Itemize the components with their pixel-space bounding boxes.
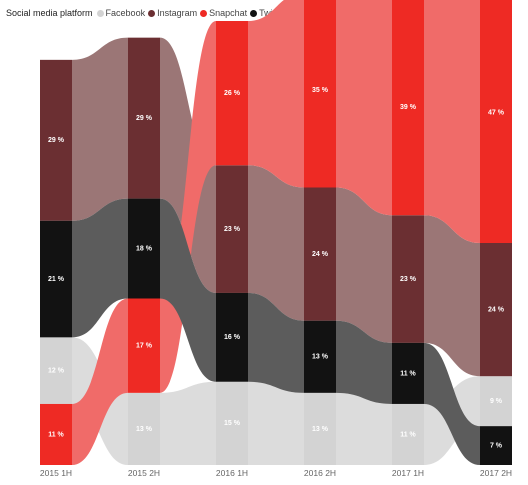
value-label-snapchat-2016-1h: 26 % [224,90,241,97]
value-label-facebook-2017-2h: 9 % [490,398,503,405]
value-label-instagram-2017-2h: 24 % [488,306,505,313]
bar-facebook-2015-1h[interactable] [40,337,72,404]
bar-twitter-2017-2h[interactable] [480,426,512,465]
legend-label-facebook: Facebook [105,8,146,18]
bar-facebook-2017-1h[interactable] [392,403,424,465]
ribbon-instagram-2016-2h-to-2017-1h[interactable] [336,187,392,343]
x-tick-2017-2h: 2017 2H [480,468,512,478]
bar-instagram-2017-1h[interactable] [392,215,424,343]
ribbon-facebook-2016-2h-to-2017-1h[interactable] [336,392,392,465]
value-label-snapchat-2016-2h: 35 % [312,87,329,94]
bar-twitter-2015-2h[interactable] [128,198,160,299]
ribbon-twitter-2017-1h-to-2017-2h[interactable] [424,342,480,465]
value-label-snapchat-2017-1h: 39 % [400,104,417,111]
ribbon-twitter-2015-1h-to-2015-2h[interactable] [72,198,128,338]
bar-facebook-2016-1h[interactable] [216,381,248,465]
legend-swatch-facebook [96,9,104,17]
x-tick-2015-1h: 2015 1H [40,468,72,478]
bar-snapchat-2017-2h[interactable] [480,0,512,244]
bar-twitter-2016-2h[interactable] [304,320,336,393]
bar-twitter-2015-1h[interactable] [40,220,72,338]
bar-instagram-2015-1h[interactable] [40,59,72,221]
ribbon-twitter-2016-2h-to-2017-1h[interactable] [336,320,392,404]
ribbon-snapchat-2016-2h-to-2017-1h[interactable] [336,0,392,216]
ribbon-instagram-2015-1h-to-2015-2h[interactable] [72,37,128,221]
value-label-facebook-2016-1h: 15 % [224,420,241,427]
bar-facebook-2016-2h[interactable] [304,392,336,465]
bar-instagram-2016-2h[interactable] [304,187,336,321]
value-label-twitter-2016-1h: 16 % [224,334,241,341]
ribbon-snapchat-2017-1h-to-2017-2h[interactable] [424,0,480,243]
ribbon-twitter-2016-1h-to-2016-2h[interactable] [248,292,304,393]
ribbon-instagram-2017-1h-to-2017-2h[interactable] [424,215,480,377]
value-label-instagram-2016-2h: 24 % [312,251,329,258]
value-label-twitter-2015-2h: 18 % [136,245,153,252]
x-tick-2015-2h: 2015 2H [128,468,160,478]
legend-swatch-instagram [148,9,156,17]
value-label-facebook-2015-1h: 12 % [48,367,65,374]
value-label-facebook-2017-1h: 11 % [400,431,416,438]
bar-instagram-2016-1h[interactable] [216,165,248,293]
legend-title: Social media platform [6,8,93,18]
ribbon-snapchat-2015-1h-to-2015-2h[interactable] [72,298,128,466]
value-labels-layer: 12 % 29 % 11 % 21 % 13 % 29 % 17 % 18 % 15 % 23 %… [48,87,505,449]
bar-snapchat-2016-1h[interactable] [216,21,248,166]
value-label-instagram-2015-1h: 29 % [48,137,65,144]
bar-snapchat-2015-2h[interactable] [128,298,160,393]
value-label-instagram-2016-1h: 23 % [224,226,241,233]
value-label-instagram-2015-2h: 29 % [136,115,153,122]
legend-swatch-twitter [250,9,258,17]
value-label-twitter-2015-1h: 21 % [48,276,65,283]
bar-snapchat-2016-2h[interactable] [304,0,336,188]
value-label-facebook-2015-2h: 13 % [136,426,153,433]
x-tick-2016-1h: 2016 1H [216,468,248,478]
bar-instagram-2017-2h[interactable] [480,243,512,377]
bar-twitter-2017-1h[interactable] [392,342,424,404]
ribbon-facebook-2015-2h-to-2016-1h[interactable] [160,381,216,465]
bar-snapchat-2017-1h[interactable] [392,0,424,216]
ribbon-snapchat-2016-1h-to-2016-2h[interactable] [248,0,304,188]
value-label-facebook-2016-2h: 13 % [312,426,329,433]
bar-snapchat-2015-1h[interactable] [40,403,72,465]
value-label-snapchat-2017-2h: 47 % [488,109,505,116]
value-label-snapchat-2015-1h: 11 % [48,431,64,438]
bar-instagram-2015-2h[interactable] [128,37,160,199]
x-tick-2016-2h: 2016 2H [304,468,336,478]
ribbon-facebook-2016-1h-to-2016-2h[interactable] [248,381,304,465]
legend-item-snapchat[interactable]: Snapchat [200,8,247,18]
bars-layer [40,0,512,465]
legend-swatch-snapchat [200,9,208,17]
ribbons-layer [72,0,480,465]
legend-item-instagram[interactable]: Instagram [148,8,197,18]
ribbon-twitter-2015-2h-to-2016-1h[interactable] [160,198,216,382]
value-label-snapchat-2015-2h: 17 % [136,343,153,350]
value-label-twitter-2017-1h: 11 % [400,370,416,377]
bar-facebook-2015-2h[interactable] [128,392,160,465]
bar-twitter-2016-1h[interactable] [216,292,248,382]
value-label-twitter-2017-2h: 7 % [490,442,503,449]
value-label-twitter-2016-2h: 13 % [312,354,329,361]
ribbon-instagram-2016-1h-to-2016-2h[interactable] [248,165,304,321]
bar-facebook-2017-2h[interactable] [480,376,512,427]
x-axis-ticks: 2015 1H 2015 2H 2016 1H 2016 2H 2017 1H 2017 … [40,468,512,478]
legend-label-instagram: Instagram [157,8,198,18]
x-tick-2017-1h: 2017 1H [392,468,424,478]
legend-label-snapchat: Snapchat [209,8,248,18]
value-label-instagram-2017-1h: 23 % [400,276,417,283]
legend-item-facebook[interactable]: Facebook [96,8,146,18]
